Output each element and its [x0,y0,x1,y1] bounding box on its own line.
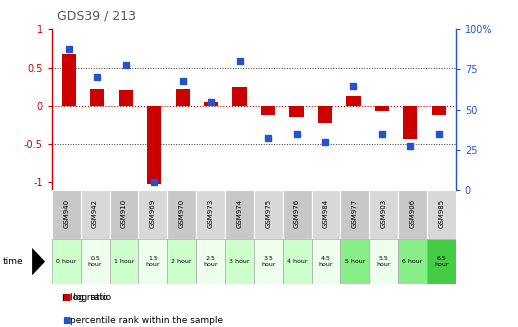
Text: 3 hour: 3 hour [229,259,250,264]
Bar [340,239,369,284]
Bar [283,190,311,239]
Text: ■: ■ [62,293,70,302]
Text: GDS39 / 213: GDS39 / 213 [57,10,136,23]
Text: 5.5
hour: 5.5 hour [377,256,391,267]
Bar [369,239,398,284]
Bar [403,106,418,139]
Text: 2 hour: 2 hour [171,259,192,264]
Text: ■ log ratio: ■ log ratio [62,293,111,302]
Text: 6 hour: 6 hour [402,259,423,264]
Text: 3.5
hour: 3.5 hour [261,256,276,267]
Text: 0 hour: 0 hour [56,259,77,264]
Text: GSM942: GSM942 [92,199,98,228]
Bar [283,239,311,284]
Bar [427,190,456,239]
Bar [375,106,389,111]
Bar [81,239,109,284]
Text: GSM976: GSM976 [294,198,300,228]
Bar [311,190,340,239]
Text: GSM940: GSM940 [63,198,69,228]
Text: GSM903: GSM903 [381,198,387,228]
Bar [340,190,369,239]
Text: GSM985: GSM985 [438,198,444,228]
Bar [196,190,225,239]
Bar [109,239,138,284]
Bar [225,190,254,239]
Bar [290,106,304,117]
Text: GSM975: GSM975 [265,198,271,228]
Bar [176,89,190,106]
Text: GSM977: GSM977 [352,198,358,228]
Text: 0.5
hour: 0.5 hour [88,256,103,267]
Text: 4.5
hour: 4.5 hour [319,256,333,267]
Text: 4 hour: 4 hour [287,259,307,264]
Bar [398,190,427,239]
Text: ■: ■ [62,316,70,325]
Bar [167,190,196,239]
Bar [81,190,109,239]
Text: time: time [3,257,23,266]
Bar [398,239,427,284]
Bar [196,239,225,284]
Text: GSM910: GSM910 [121,198,127,228]
Bar [109,190,138,239]
Text: 6.5
hour: 6.5 hour [434,256,449,267]
Bar [254,190,283,239]
Bar [254,239,283,284]
Bar [52,239,81,284]
Bar [431,106,446,115]
Text: GSM984: GSM984 [323,198,329,228]
Bar [90,89,105,106]
Text: 1.5
hour: 1.5 hour [146,256,160,267]
Text: percentile rank within the sample: percentile rank within the sample [70,316,223,325]
Text: 1 hour: 1 hour [114,259,134,264]
Text: 5 hour: 5 hour [344,259,365,264]
Bar [311,239,340,284]
Text: 2.5
hour: 2.5 hour [203,256,218,267]
Bar [138,239,167,284]
Text: GSM974: GSM974 [236,198,242,228]
Bar [233,87,247,106]
Bar [204,102,218,106]
Bar [347,96,361,106]
Text: log ratio: log ratio [70,293,108,302]
Bar [318,106,332,123]
Bar [261,106,275,115]
Text: GSM970: GSM970 [179,198,185,228]
Text: GSM969: GSM969 [150,198,156,228]
Bar [225,239,254,284]
Bar [427,239,456,284]
Bar [138,190,167,239]
Bar [147,106,161,183]
Polygon shape [32,248,45,275]
Bar [369,190,398,239]
Text: GSM973: GSM973 [208,198,213,228]
Bar [119,91,133,106]
Text: GSM906: GSM906 [410,198,415,228]
Bar [52,190,81,239]
Bar [167,239,196,284]
Bar [62,54,76,106]
